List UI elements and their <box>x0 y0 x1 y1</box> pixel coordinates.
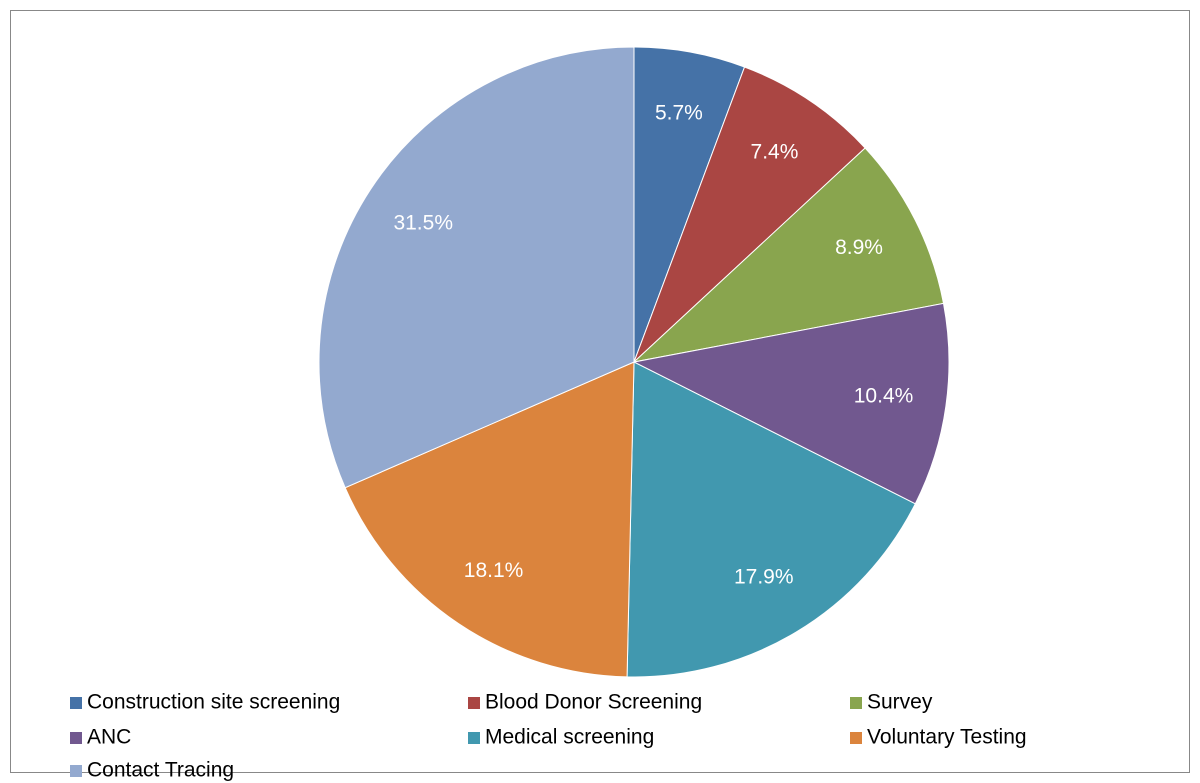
legend-swatch <box>70 732 82 744</box>
pie-slice <box>626 361 916 678</box>
data-label: 18.1% <box>464 559 524 582</box>
pie-slice <box>632 302 950 505</box>
legend-label: Survey <box>867 691 933 714</box>
data-label: 5.7% <box>655 102 703 125</box>
legend-label: Blood Donor Screening <box>485 691 702 714</box>
legend-swatch <box>468 697 480 709</box>
legend-label: Construction site screening <box>87 691 340 714</box>
pie-slice <box>344 361 635 678</box>
legend-swatch <box>70 697 82 709</box>
pie-slice <box>318 46 635 489</box>
data-label: 8.9% <box>835 236 883 259</box>
legend-label: Medical screening <box>485 726 654 749</box>
data-label: 31.5% <box>393 211 453 234</box>
legend-label: Contact Tracing <box>87 759 234 782</box>
data-label: 7.4% <box>751 140 799 163</box>
legend-swatch <box>850 732 862 744</box>
legend-swatch <box>70 765 82 777</box>
pie-slice <box>632 147 945 363</box>
pie-slice <box>633 66 866 363</box>
legend-swatch <box>850 697 862 709</box>
legend-label: ANC <box>87 726 131 749</box>
legend-swatch <box>468 732 480 744</box>
data-label: 10.4% <box>854 385 914 408</box>
legend-label: Voluntary Testing <box>867 726 1027 749</box>
data-label: 17.9% <box>734 566 794 589</box>
